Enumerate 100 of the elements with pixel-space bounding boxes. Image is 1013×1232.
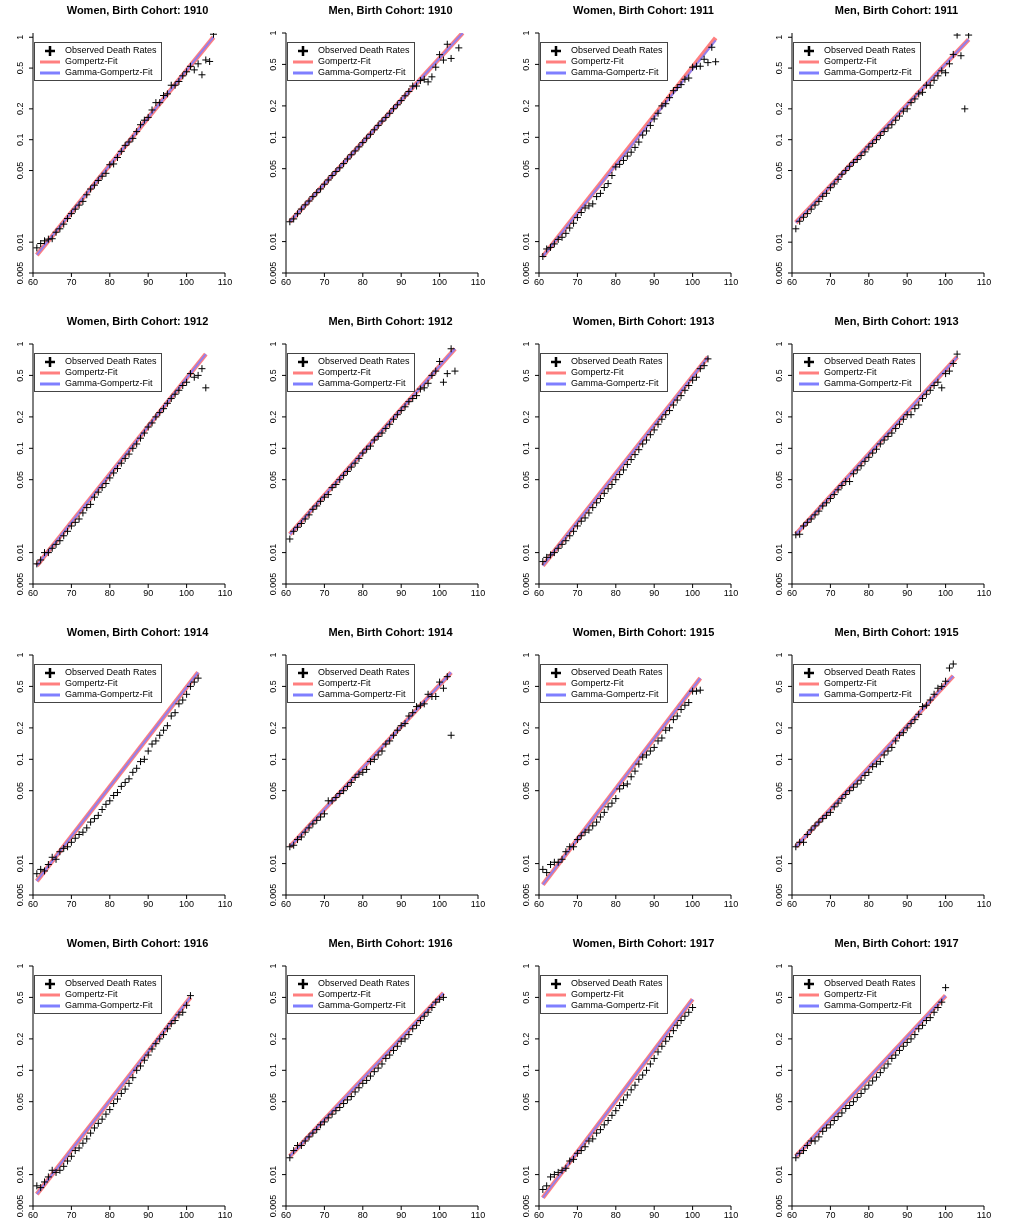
y-tick-label: 0.01	[774, 543, 784, 562]
y-tick-label: 0.1	[521, 753, 531, 766]
y-tick-label: 1	[774, 963, 784, 969]
y-tick-label: 0.1	[774, 1064, 784, 1077]
y-tick-label: 0.01	[521, 854, 531, 873]
x-tick-label: 70	[319, 1210, 330, 1221]
legend-label: Observed Death Rates	[318, 667, 410, 678]
legend-label: Gamma-Gompertz-Fit	[65, 689, 153, 700]
x-tick-label: 80	[357, 277, 368, 288]
y-tick-label: 0.2	[15, 721, 25, 735]
x-tick-label: 100	[685, 277, 701, 288]
x-tick-label: 110	[976, 588, 992, 599]
y-tick-label: 0.2	[521, 410, 531, 424]
x-tick-label: 70	[572, 899, 583, 910]
legend-label: Gompertz-Fit	[65, 56, 118, 67]
x-tick-label: 90	[649, 1210, 660, 1221]
y-tick-label: 0.01	[15, 543, 25, 562]
y-tick-label: 0.01	[521, 232, 531, 251]
y-tick-label: 0.2	[774, 410, 784, 424]
legend-label: Observed Death Rates	[824, 356, 916, 367]
y-tick-label: 1	[268, 341, 278, 347]
legend-label: Gompertz-Fit	[571, 989, 624, 1000]
x-tick-label: 110	[723, 899, 739, 910]
x-tick-label: 60	[280, 277, 292, 288]
x-tick-label: 100	[432, 899, 448, 910]
y-tick-label: 1	[521, 30, 531, 36]
legend-label: Gamma-Gompertz-Fit	[824, 689, 912, 700]
x-tick-label: 70	[66, 588, 77, 599]
x-tick-label: 90	[902, 588, 913, 599]
legend-label: Gompertz-Fit	[318, 367, 371, 378]
x-tick-label: 110	[217, 899, 233, 910]
y-tick-label: 0.005	[521, 572, 531, 596]
y-tick-label: 0.5	[15, 991, 25, 1004]
y-tick-label: 0.1	[15, 753, 25, 766]
legend-label: Gompertz-Fit	[318, 678, 371, 689]
x-tick-label: 80	[610, 588, 621, 599]
x-tick-label: 100	[938, 277, 954, 288]
y-tick-label: 0.2	[774, 721, 784, 735]
chart-title: Women, Birth Cohort: 1915	[571, 625, 716, 640]
x-tick-label: 90	[902, 277, 913, 288]
x-tick-label: 60	[533, 588, 545, 599]
y-tick-label: 0.005	[774, 883, 784, 907]
legend-label: Observed Death Rates	[65, 356, 157, 367]
x-tick-label: 70	[572, 1210, 583, 1221]
x-tick-label: 70	[66, 1210, 77, 1221]
x-tick-label: 110	[976, 899, 992, 910]
x-tick-label: 90	[396, 1210, 407, 1221]
y-tick-label: 0.5	[521, 991, 531, 1004]
y-tick-label: 0.01	[774, 1165, 784, 1184]
chart-title: Women, Birth Cohort: 1910	[65, 3, 210, 18]
x-tick-label: 60	[533, 277, 545, 288]
y-tick-label: 0.5	[268, 680, 278, 693]
legend-label: Gamma-Gompertz-Fit	[318, 689, 406, 700]
y-tick-label: 0.01	[774, 233, 784, 251]
legend-label: Gompertz-Fit	[318, 56, 371, 67]
legend-label: Gompertz-Fit	[824, 989, 877, 1000]
x-tick-label: 80	[610, 1210, 621, 1221]
chart-title: Men, Birth Cohort: 1913	[833, 314, 960, 329]
y-tick-label: 0.005	[774, 261, 784, 285]
y-tick-label: 0.1	[774, 133, 784, 146]
x-tick-label: 100	[432, 588, 448, 599]
legend-label: Gamma-Gompertz-Fit	[318, 1000, 406, 1011]
y-tick-label: 0.05	[15, 470, 25, 489]
y-tick-label: 0.01	[521, 1165, 531, 1184]
x-tick-label: 70	[825, 277, 836, 288]
y-tick-label: 0.05	[521, 781, 531, 800]
legend-label: Observed Death Rates	[824, 45, 916, 56]
y-tick-label: 0.5	[268, 58, 278, 71]
legend-label: Observed Death Rates	[318, 45, 410, 56]
legend-label: Gamma-Gompertz-Fit	[571, 67, 659, 78]
x-tick-label: 110	[470, 277, 486, 288]
legend-label: Observed Death Rates	[824, 978, 916, 989]
legend-label: Gamma-Gompertz-Fit	[824, 378, 912, 389]
x-tick-label: 70	[825, 899, 836, 910]
y-tick-label: 0.2	[774, 102, 784, 116]
y-tick-label: 0.1	[268, 753, 278, 766]
x-tick-label: 90	[902, 899, 913, 910]
x-tick-label: 60	[280, 1210, 292, 1221]
legend-label: Gompertz-Fit	[824, 367, 877, 378]
y-tick-label: 0.2	[521, 1032, 531, 1046]
y-tick-label: 0.01	[268, 232, 278, 251]
y-tick-label: 0.5	[268, 369, 278, 382]
y-tick-label: 0.01	[15, 854, 25, 873]
y-tick-label: 1	[268, 652, 278, 658]
legend-label: Gamma-Gompertz-Fit	[571, 689, 659, 700]
y-tick-label: 1	[521, 963, 531, 969]
y-tick-label: 0.005	[521, 1194, 531, 1218]
y-tick-label: 0.1	[774, 753, 784, 766]
y-tick-label: 0.05	[268, 159, 278, 178]
x-tick-label: 110	[723, 588, 739, 599]
y-tick-label: 0.2	[774, 1032, 784, 1046]
x-tick-label: 70	[319, 899, 330, 910]
legend-label: Observed Death Rates	[824, 667, 916, 678]
x-tick-label: 100	[179, 1210, 195, 1221]
x-tick-label: 80	[104, 277, 115, 288]
x-tick-label: 60	[786, 588, 798, 599]
y-tick-label: 0.05	[774, 161, 784, 180]
x-tick-label: 110	[217, 277, 233, 288]
x-tick-label: 90	[649, 588, 660, 599]
y-tick-label: 0.5	[774, 369, 784, 382]
